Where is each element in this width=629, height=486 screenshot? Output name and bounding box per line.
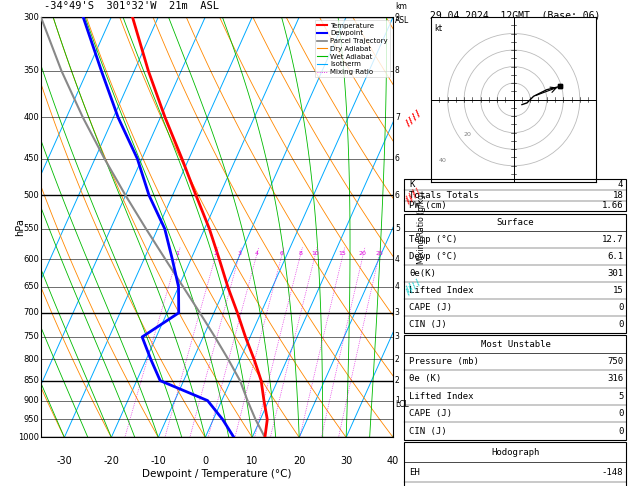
Text: 450: 450 bbox=[23, 154, 39, 163]
Text: 40: 40 bbox=[438, 158, 447, 163]
Text: θe(K): θe(K) bbox=[409, 269, 437, 278]
Text: 550: 550 bbox=[23, 224, 39, 233]
Text: 15: 15 bbox=[339, 251, 347, 256]
Text: 20: 20 bbox=[464, 132, 471, 137]
Text: -148: -148 bbox=[602, 468, 623, 477]
Text: 316: 316 bbox=[607, 374, 623, 383]
Text: 2: 2 bbox=[395, 376, 399, 385]
Text: 750: 750 bbox=[23, 332, 39, 342]
Text: Most Unstable: Most Unstable bbox=[481, 340, 550, 348]
Text: km: km bbox=[395, 2, 407, 11]
Text: 4: 4 bbox=[254, 251, 259, 256]
Text: 0: 0 bbox=[202, 456, 208, 467]
Text: 5: 5 bbox=[618, 392, 623, 401]
Text: EH: EH bbox=[409, 468, 420, 477]
Text: Hodograph: Hodograph bbox=[491, 448, 540, 457]
Text: 0: 0 bbox=[618, 320, 623, 329]
Text: Dewpoint / Temperature (°C): Dewpoint / Temperature (°C) bbox=[142, 469, 292, 479]
Text: 6: 6 bbox=[395, 191, 400, 200]
Text: Dewp (°C): Dewp (°C) bbox=[409, 252, 458, 261]
Text: ////: //// bbox=[403, 107, 424, 128]
Text: 18: 18 bbox=[613, 191, 623, 200]
Text: kt: kt bbox=[435, 24, 443, 33]
Text: 3: 3 bbox=[395, 308, 400, 317]
Text: 650: 650 bbox=[23, 282, 39, 292]
Text: 750: 750 bbox=[607, 357, 623, 366]
Text: 8: 8 bbox=[298, 251, 302, 256]
Text: 4: 4 bbox=[395, 282, 400, 292]
Text: -30: -30 bbox=[57, 456, 72, 467]
Text: 4: 4 bbox=[618, 180, 623, 189]
Text: -10: -10 bbox=[150, 456, 166, 467]
Text: ////: //// bbox=[403, 277, 424, 297]
Text: 1: 1 bbox=[395, 396, 399, 405]
Text: LCL: LCL bbox=[395, 400, 409, 409]
Text: 12.7: 12.7 bbox=[602, 235, 623, 244]
Text: 20: 20 bbox=[293, 456, 306, 467]
Text: 15: 15 bbox=[613, 286, 623, 295]
Text: ////: //// bbox=[403, 185, 424, 206]
Text: 20: 20 bbox=[359, 251, 367, 256]
Text: θe (K): θe (K) bbox=[409, 374, 442, 383]
Text: 4: 4 bbox=[395, 255, 400, 263]
Text: 800: 800 bbox=[23, 355, 39, 364]
Text: Temp (°C): Temp (°C) bbox=[409, 235, 458, 244]
Text: 0: 0 bbox=[618, 303, 623, 312]
Text: 850: 850 bbox=[23, 376, 39, 385]
Text: Mixing Ratio (g/kg): Mixing Ratio (g/kg) bbox=[417, 191, 426, 264]
Text: ASL: ASL bbox=[395, 16, 409, 25]
Text: PW (cm): PW (cm) bbox=[409, 202, 447, 210]
Text: 1: 1 bbox=[175, 251, 179, 256]
Text: Totals Totals: Totals Totals bbox=[409, 191, 479, 200]
Text: 10: 10 bbox=[246, 456, 259, 467]
Text: 30: 30 bbox=[340, 456, 352, 467]
Text: 300: 300 bbox=[23, 13, 39, 21]
Text: 0: 0 bbox=[618, 409, 623, 418]
Legend: Temperature, Dewpoint, Parcel Trajectory, Dry Adiabat, Wet Adiabat, Isotherm, Mi: Temperature, Dewpoint, Parcel Trajectory… bbox=[314, 20, 389, 77]
Text: CIN (J): CIN (J) bbox=[409, 320, 447, 329]
Text: 400: 400 bbox=[23, 113, 39, 122]
Text: 2: 2 bbox=[214, 251, 218, 256]
Text: 9: 9 bbox=[395, 13, 400, 21]
Text: 25: 25 bbox=[375, 251, 383, 256]
Text: 7: 7 bbox=[395, 113, 400, 122]
Text: 700: 700 bbox=[23, 308, 39, 317]
Text: 29.04.2024  12GMT  (Base: 06): 29.04.2024 12GMT (Base: 06) bbox=[430, 11, 600, 21]
Text: 6: 6 bbox=[280, 251, 284, 256]
Text: -20: -20 bbox=[103, 456, 120, 467]
Text: 500: 500 bbox=[23, 191, 39, 200]
Text: 8: 8 bbox=[395, 66, 399, 75]
Text: 301: 301 bbox=[607, 269, 623, 278]
Text: CIN (J): CIN (J) bbox=[409, 427, 447, 435]
Text: 0: 0 bbox=[618, 427, 623, 435]
Text: 900: 900 bbox=[23, 396, 39, 405]
Text: 10: 10 bbox=[311, 251, 319, 256]
Text: 40: 40 bbox=[387, 456, 399, 467]
Text: Lifted Index: Lifted Index bbox=[409, 286, 474, 295]
Text: 350: 350 bbox=[23, 66, 39, 75]
Text: //: // bbox=[404, 280, 417, 294]
Text: CAPE (J): CAPE (J) bbox=[409, 303, 452, 312]
Text: 6.1: 6.1 bbox=[607, 252, 623, 261]
Text: Surface: Surface bbox=[497, 218, 534, 227]
Text: 5: 5 bbox=[395, 224, 400, 233]
Text: 3: 3 bbox=[395, 332, 400, 342]
Text: 6: 6 bbox=[395, 154, 400, 163]
Text: 950: 950 bbox=[23, 415, 39, 424]
Text: 2: 2 bbox=[395, 355, 399, 364]
Text: -34°49'S  301°32'W  21m  ASL: -34°49'S 301°32'W 21m ASL bbox=[45, 0, 220, 11]
Text: ////: //// bbox=[404, 107, 424, 128]
Text: K: K bbox=[409, 180, 415, 189]
Text: hPa: hPa bbox=[14, 218, 25, 236]
Text: Lifted Index: Lifted Index bbox=[409, 392, 474, 401]
Text: 1.66: 1.66 bbox=[602, 202, 623, 210]
Text: ///: /// bbox=[404, 187, 421, 204]
Text: CAPE (J): CAPE (J) bbox=[409, 409, 452, 418]
Text: 600: 600 bbox=[23, 255, 39, 263]
Text: 3: 3 bbox=[237, 251, 241, 256]
Text: Pressure (mb): Pressure (mb) bbox=[409, 357, 479, 366]
Text: 1000: 1000 bbox=[18, 433, 39, 442]
